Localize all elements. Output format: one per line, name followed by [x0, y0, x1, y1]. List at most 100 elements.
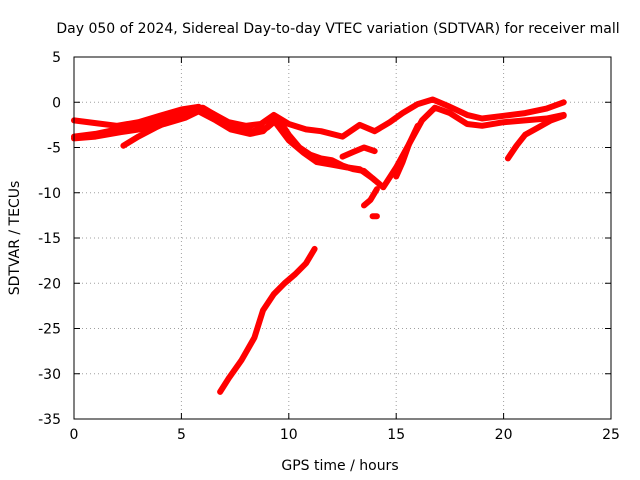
- data-point: [387, 119, 393, 125]
- data-point: [226, 375, 232, 381]
- data-point: [271, 291, 277, 297]
- data-point: [196, 108, 202, 114]
- y-axis-label: SDTVAR / TECUs: [7, 181, 23, 296]
- data-point: [400, 110, 406, 116]
- y-tick-label: -30: [38, 367, 61, 383]
- data-point: [157, 117, 163, 123]
- data-point: [419, 117, 425, 123]
- data-point: [374, 213, 380, 219]
- data-point: [430, 97, 436, 103]
- x-tick-label: 5: [177, 427, 186, 443]
- data-point: [447, 104, 453, 110]
- y-tick-label: -5: [47, 141, 61, 157]
- data-point: [329, 162, 335, 168]
- data-point: [213, 117, 219, 123]
- y-tick-label: 0: [52, 95, 61, 111]
- data-point: [340, 154, 345, 160]
- data-point: [479, 116, 485, 122]
- data-point: [301, 150, 307, 156]
- data-point: [522, 117, 528, 123]
- data-point: [312, 246, 318, 252]
- data-point: [258, 121, 264, 127]
- x-tick-label: 20: [495, 427, 513, 443]
- data-point: [178, 112, 184, 118]
- data-point: [464, 121, 470, 127]
- data-series-track-b: [71, 104, 378, 184]
- data-point: [406, 141, 412, 147]
- data-point: [282, 280, 288, 286]
- data-point: [501, 113, 507, 119]
- data-point: [367, 197, 373, 203]
- data-point: [372, 128, 378, 134]
- data-point: [374, 186, 380, 192]
- data-point: [357, 122, 363, 128]
- data-point: [361, 145, 367, 150]
- data-point: [400, 159, 406, 165]
- data-point: [361, 202, 367, 208]
- data-point: [260, 128, 266, 134]
- data-point: [370, 213, 376, 219]
- y-tick-label: -20: [38, 276, 61, 292]
- y-tick-label: -10: [38, 186, 61, 202]
- data-point: [314, 159, 320, 165]
- data-point: [432, 105, 438, 111]
- y-tick-label: -25: [38, 322, 61, 338]
- y-tick-label: 5: [52, 50, 61, 66]
- data-series-track-f: [361, 186, 380, 209]
- data-point: [92, 120, 98, 126]
- data-point: [168, 117, 174, 123]
- data-point: [513, 143, 519, 149]
- data-point: [120, 143, 126, 149]
- data-point: [340, 134, 345, 140]
- data-point: [318, 128, 324, 134]
- data-point: [522, 132, 528, 138]
- data-point: [415, 101, 421, 107]
- data-point: [239, 357, 245, 363]
- data-point: [535, 125, 541, 131]
- data-point: [522, 110, 528, 116]
- data-point: [505, 155, 511, 161]
- data-point: [271, 117, 277, 123]
- chart-title: Day 050 of 2024, Sidereal Day-to-day VTE…: [56, 21, 619, 37]
- data-point: [370, 175, 376, 181]
- data-point: [118, 129, 124, 135]
- data-point: [479, 123, 485, 129]
- x-tick-label: 25: [602, 427, 620, 443]
- data-point: [286, 137, 292, 143]
- data-point: [183, 115, 189, 121]
- data-point: [544, 106, 550, 112]
- data-point: [393, 173, 399, 179]
- data-point: [380, 184, 386, 190]
- data-point: [548, 117, 554, 123]
- x-tick-label: 15: [387, 427, 405, 443]
- data-point: [561, 113, 567, 119]
- data-point: [501, 119, 507, 125]
- data-series-track-j: [217, 245, 318, 395]
- data-series-track-e: [339, 144, 378, 160]
- data-point: [372, 148, 378, 154]
- y-tick-label: -15: [38, 231, 61, 247]
- data-point: [217, 389, 223, 395]
- data-point: [251, 335, 257, 341]
- data-point: [464, 112, 470, 118]
- x-axis-label: GPS time / hours: [281, 458, 398, 474]
- x-tick-label: 10: [280, 427, 298, 443]
- data-point: [92, 134, 98, 140]
- data-point: [350, 149, 356, 155]
- data-point: [153, 125, 159, 131]
- data-point: [415, 123, 421, 129]
- data-point: [200, 105, 206, 111]
- data-point: [561, 99, 567, 105]
- data-point: [303, 260, 309, 266]
- data-point: [247, 131, 253, 137]
- x-tick-label: 0: [70, 427, 79, 443]
- data-point: [292, 271, 298, 277]
- data-point: [357, 166, 363, 172]
- data-point: [228, 126, 234, 132]
- data-point: [271, 112, 277, 118]
- axis-ticks: 0 5 10 15 20 25 5 0 -5 -10 -15 -20 -25 -30 -35: [38, 50, 620, 443]
- data-point: [260, 307, 266, 313]
- data-traces: [71, 96, 567, 395]
- data-point: [286, 121, 292, 127]
